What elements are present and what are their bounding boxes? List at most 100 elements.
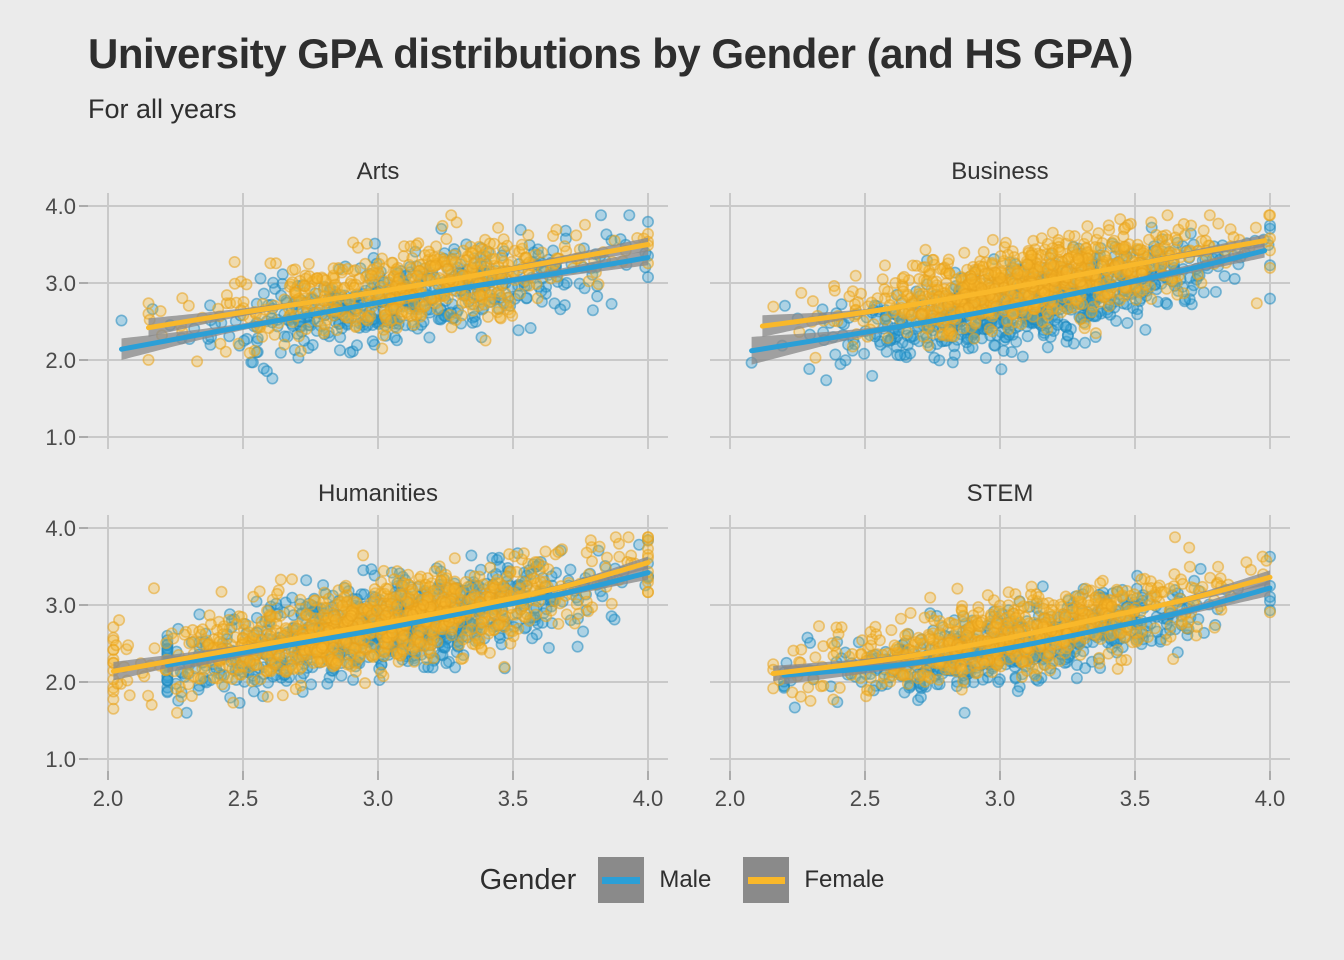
scatter-point	[219, 345, 232, 358]
scatter-point	[435, 574, 448, 587]
scatter-point	[1089, 327, 1102, 340]
scatter-point	[411, 269, 424, 282]
scatter-point	[486, 551, 499, 564]
scatter-point	[881, 331, 894, 344]
scatter-point	[591, 290, 604, 303]
scatter-point	[999, 236, 1012, 249]
scatter-point	[494, 312, 507, 325]
scatter-point	[123, 689, 136, 702]
scatter-point	[468, 570, 481, 583]
scatter-point	[260, 665, 273, 678]
scatter-point	[600, 228, 613, 241]
scatter-point	[436, 219, 449, 232]
scatter-point	[1119, 221, 1132, 234]
scatter-point	[985, 256, 998, 269]
scatter-point	[377, 564, 390, 577]
scatter-point	[1074, 275, 1087, 288]
scatter-point	[393, 272, 406, 285]
scatter-point	[353, 272, 366, 285]
scatter-point	[227, 696, 240, 709]
scatter-point	[571, 640, 584, 653]
scatter-point	[358, 677, 371, 690]
scatter-point	[142, 353, 155, 366]
scatter-point	[593, 540, 606, 553]
scatter-point	[467, 291, 480, 304]
scatter-point	[493, 560, 506, 573]
scatter-point	[641, 271, 654, 284]
scatter-point	[536, 246, 549, 259]
scatter-point	[609, 531, 622, 544]
scatter-point	[182, 299, 195, 312]
scatter-point	[340, 636, 353, 649]
scatter-point	[142, 689, 155, 702]
scatter-point	[1264, 292, 1277, 305]
scatter-point	[154, 305, 167, 318]
scatter-point	[196, 623, 209, 636]
scatter-point	[580, 595, 593, 608]
scatter-point	[449, 256, 462, 269]
scatter-point	[1035, 232, 1048, 245]
scatter-point	[110, 639, 123, 652]
scatter-point	[965, 272, 978, 285]
scatter-point	[501, 239, 514, 252]
scatter-point	[641, 586, 654, 599]
scatter-point	[795, 286, 808, 299]
scatter-point	[912, 287, 925, 300]
scatter-point	[327, 641, 340, 654]
scatter-point	[475, 641, 488, 654]
scatter-point	[1177, 218, 1190, 231]
scatter-point	[232, 337, 245, 350]
scatter-point	[1264, 219, 1277, 232]
scatter-point	[429, 259, 442, 272]
scatter-point	[1070, 672, 1083, 685]
scatter-point	[809, 351, 822, 364]
scatter-point	[300, 322, 313, 335]
scatter-point	[354, 633, 367, 646]
trend-line-female	[146, 242, 651, 331]
scatter-point	[230, 618, 243, 631]
scatter-point	[305, 678, 318, 691]
scatter-point	[1203, 209, 1216, 222]
scatter-point	[440, 233, 453, 246]
scatter-point	[492, 619, 505, 632]
scatter-point	[848, 298, 861, 311]
scatter-point	[988, 339, 1001, 352]
scatter-point	[475, 616, 488, 629]
scatter-point	[958, 246, 971, 259]
scatter-point	[464, 298, 477, 311]
scatter-point	[942, 253, 955, 266]
scatter-point	[913, 272, 926, 285]
scatter-point	[122, 639, 135, 652]
scatter-point	[846, 344, 859, 357]
scatter-point	[271, 587, 284, 600]
scatter-point	[260, 365, 273, 378]
scatter-point	[1021, 330, 1034, 343]
scatter-point	[592, 278, 605, 291]
scatter-point	[542, 641, 555, 654]
scatter-point	[410, 239, 423, 252]
scatter-point	[298, 279, 311, 292]
scatter-point	[1089, 330, 1102, 343]
scatter-point	[254, 272, 267, 285]
scatter-point	[329, 613, 342, 626]
facet-stem: STEM	[710, 480, 1290, 771]
scatter-point	[605, 597, 618, 610]
scatter-point	[384, 314, 397, 327]
scatter-point	[1117, 240, 1130, 253]
scatter-point	[1228, 272, 1241, 285]
scatter-point	[467, 304, 480, 317]
scatter-point	[341, 262, 354, 275]
scatter-point	[273, 649, 286, 662]
scatter-point	[333, 344, 346, 357]
scatter-point	[400, 306, 413, 319]
scatter-point	[846, 340, 859, 353]
scatter-point	[986, 325, 999, 338]
scatter-point	[366, 335, 379, 348]
scatter-point	[582, 275, 595, 288]
scatter-point	[171, 706, 184, 719]
scatter-point	[956, 281, 969, 294]
scatter-point	[1072, 252, 1085, 265]
scatter-point	[330, 657, 343, 670]
scatter-point	[878, 283, 891, 296]
